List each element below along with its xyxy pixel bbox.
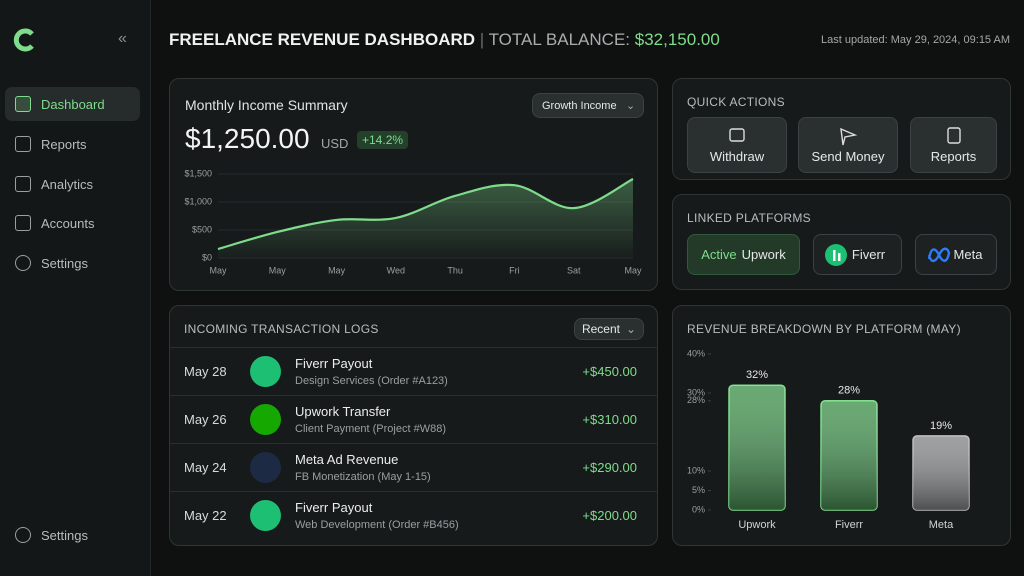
nav-item[interactable]: Dashboard	[5, 87, 140, 121]
card-title: REVENUE BREAKDOWN BY PLATFORM (MAY)	[687, 322, 961, 336]
tx-date: May 26	[184, 412, 227, 427]
tx-logo	[250, 404, 281, 435]
tx-logo	[250, 356, 281, 387]
platforms-card: LINKED PLATFORMS Active Upwork Fiverr Met…	[672, 194, 1011, 290]
dropdown[interactable]: Growth Income ⌄	[532, 93, 644, 118]
tx-subtitle: Web Development (Order #B456)	[295, 519, 459, 531]
quick-actions-card: QUICK ACTIONS Withdraw Send Money Report…	[672, 78, 1011, 180]
transactions-card: INCOMING TRANSACTION LOGS Recent ⌄ May 28…	[169, 305, 658, 546]
platform-name: Fiverr	[851, 247, 886, 262]
last-updated: Last updated: May 29, 2024, 09:15 AM	[821, 34, 1010, 46]
status-label: Active	[701, 247, 737, 262]
currency: USD	[321, 136, 349, 151]
filter-dropdown[interactable]: Recent ⌄	[574, 318, 644, 340]
action-label: Send Money	[811, 148, 885, 164]
tx-title: Upwork Transfer	[295, 404, 391, 419]
tx-title: Meta Ad Revenue	[295, 452, 399, 467]
transaction-row: May 28 Fiverr Payout Design Services (Orde…	[170, 347, 658, 395]
header: FREELANCE REVENUE DASHBOARD | TOTAL BALA…	[169, 30, 720, 49]
tx-subtitle: FB Monetization (May 1-15)	[295, 471, 431, 483]
tx-amount: +$200.00	[582, 508, 637, 523]
nav-label: Dashboard	[41, 96, 105, 112]
tx-amount: +$290.00	[582, 460, 637, 475]
action-button[interactable]: Send Money	[798, 117, 898, 173]
action-button[interactable]: Withdraw	[687, 117, 787, 173]
nav-label: Accounts	[41, 215, 95, 231]
nav-item[interactable]: Accounts	[5, 206, 140, 240]
tx-amount: +$450.00	[582, 364, 637, 379]
tx-logo	[250, 452, 281, 483]
nav-label: Settings	[41, 255, 88, 271]
tx-subtitle: Design Services (Order #A123)	[295, 375, 448, 387]
nav-item[interactable]: Reports	[5, 127, 140, 161]
transaction-row: May 22 Fiverr Payout Web Development (Orde…	[170, 491, 658, 539]
tx-title: Fiverr Payout	[295, 356, 373, 371]
sidebar: « Dashboard Reports Analytics Accounts S…	[0, 0, 151, 576]
platform-chip[interactable]: Active Upwork	[687, 234, 800, 275]
logo	[13, 28, 34, 52]
header-title: FREELANCE REVENUE DASHBOARD	[169, 30, 476, 49]
tx-date: May 22	[184, 508, 227, 523]
card-title: LINKED PLATFORMS	[687, 211, 811, 225]
nav-item[interactable]: Analytics	[5, 167, 140, 201]
action-label: Withdraw	[709, 148, 765, 164]
card-title: QUICK ACTIONS	[687, 95, 785, 109]
balance-label: TOTAL BALANCE:	[488, 30, 631, 49]
balance-value: $32,150.00	[634, 30, 720, 49]
platform-icons	[825, 244, 951, 266]
card-title: INCOMING TRANSACTION LOGS	[184, 322, 379, 336]
transaction-row: May 24 Meta Ad Revenue FB Monetization (Ma…	[170, 443, 658, 491]
nav-item[interactable]: Settings	[5, 518, 140, 552]
dropdown-label: Growth Income	[542, 99, 617, 112]
nav-label: Reports	[41, 136, 87, 152]
nav-item[interactable]: Settings	[5, 246, 140, 280]
income-amount: $1,250.00	[185, 123, 310, 154]
card-title: Monthly Income Summary	[185, 97, 348, 113]
income-card: Monthly Income Summary Growth Income ⌄ $1…	[169, 78, 658, 291]
revenue-card: REVENUE BREAKDOWN BY PLATFORM (MAY)	[672, 305, 1011, 546]
transaction-row: May 26 Upwork Transfer Client Payment (Pro…	[170, 395, 658, 443]
platform-name: Meta	[953, 247, 983, 262]
tx-amount: +$310.00	[582, 412, 637, 427]
filter-label: Recent	[581, 322, 620, 336]
action-icons	[729, 127, 961, 146]
change-badge: +14.2%	[357, 131, 409, 149]
nav-label: Settings	[41, 527, 88, 543]
tx-date: May 24	[184, 460, 227, 475]
tx-subtitle: Client Payment (Project #W88)	[295, 423, 446, 435]
collapse-icon[interactable]: «	[118, 30, 127, 47]
tx-title: Fiverr Payout	[295, 500, 373, 515]
platform-name: Upwork	[741, 247, 786, 262]
tx-logo	[250, 500, 281, 531]
nav-label: Analytics	[41, 176, 94, 192]
action-label: Reports	[930, 148, 977, 164]
tx-date: May 28	[184, 364, 227, 379]
platform-chip[interactable]: Meta	[915, 234, 997, 275]
action-button[interactable]: Reports	[910, 117, 997, 173]
